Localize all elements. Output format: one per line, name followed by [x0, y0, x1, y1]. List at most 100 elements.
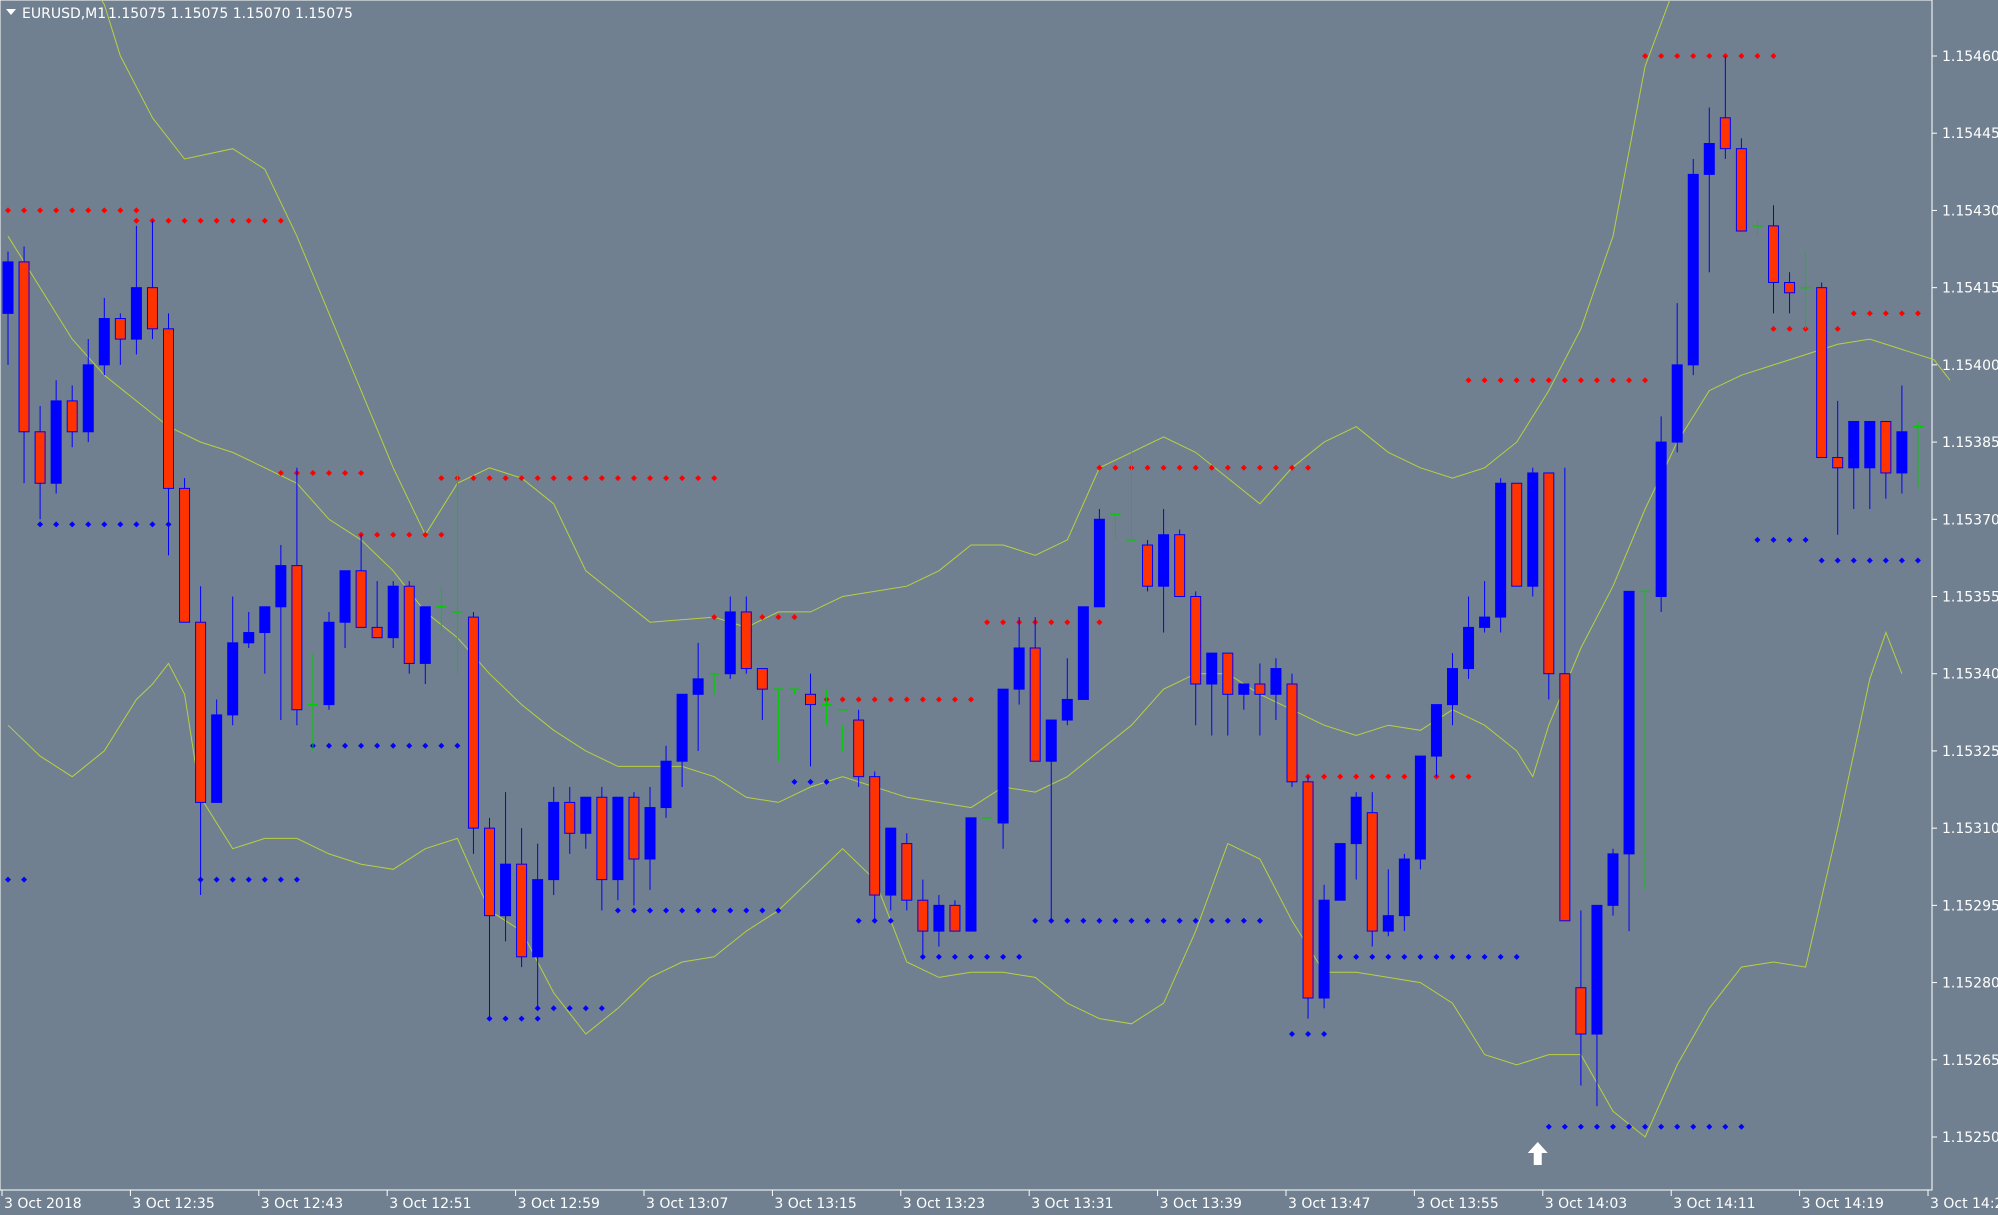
y-tick-label: 1.15460 [1942, 49, 1998, 65]
candle [1286, 673, 1298, 787]
candle-body [1703, 143, 1715, 175]
support-dot [438, 742, 445, 749]
support-dot [1144, 917, 1151, 924]
candle [1479, 581, 1491, 633]
support-dot [293, 876, 300, 883]
support-dot [679, 907, 686, 914]
candle [452, 467, 463, 674]
candle-body [869, 776, 881, 896]
candle-body [2, 261, 14, 314]
candle [1719, 56, 1731, 159]
support-dot [598, 1005, 605, 1012]
resistance-dot [1481, 377, 1488, 384]
support-dot [1722, 1123, 1729, 1130]
candle-body [1816, 287, 1828, 459]
support-dot [1289, 1031, 1295, 1038]
resistance-dot [1385, 773, 1392, 780]
support-dot [149, 521, 156, 528]
resistance-dot [598, 475, 605, 482]
y-tick-label: 1.15430 [1942, 203, 1998, 219]
x-tick-label: 3 Oct 13:55 [1416, 1196, 1498, 1212]
candle [1559, 467, 1571, 922]
resistance-dot [1096, 464, 1103, 471]
candle [1158, 508, 1170, 633]
support-dot [1337, 953, 1344, 960]
support-dot [1433, 953, 1440, 960]
resistance-dot [1529, 377, 1536, 384]
support-dot [951, 953, 958, 960]
resistance-dot [1642, 377, 1649, 384]
resistance-dot [919, 696, 926, 703]
resistance-dot [1144, 464, 1151, 471]
support-dot [1690, 1123, 1697, 1130]
support-dot [1112, 917, 1119, 924]
resistance-dot [1577, 377, 1584, 384]
resistance-dot [1658, 53, 1665, 59]
resistance-dot [534, 475, 541, 482]
candle [1671, 303, 1683, 453]
candle [724, 596, 736, 679]
candle-body [1206, 652, 1218, 685]
resistance-dot [518, 475, 525, 482]
resistance-dot [197, 217, 204, 224]
candle [211, 699, 223, 803]
candle [82, 339, 94, 443]
candle-body [1029, 647, 1041, 762]
candle-body [1350, 796, 1362, 845]
support-dot [550, 1005, 557, 1012]
support-dot [711, 907, 718, 914]
candle-body [1382, 915, 1394, 932]
menu-triangle-icon[interactable] [6, 9, 16, 15]
y-tick-label: 1.15355 [1942, 590, 1998, 606]
candle-body [1430, 704, 1442, 757]
support-dot [887, 917, 894, 924]
resistance-dot [1048, 619, 1055, 626]
candle [1784, 272, 1796, 314]
support-dot [775, 907, 782, 914]
candle [2, 251, 14, 365]
resistance-dot [1674, 53, 1681, 59]
symbol-label: EURUSD,M1 [22, 6, 106, 22]
candle-body [1671, 364, 1683, 443]
support-dot [1497, 953, 1504, 960]
candle-body [18, 261, 30, 433]
candle-body [612, 796, 624, 881]
resistance-dot [1401, 773, 1408, 780]
candle [1061, 658, 1073, 726]
support-dot [1706, 1123, 1713, 1130]
resistance-dot [1754, 53, 1761, 59]
resistance-dot [1626, 377, 1633, 384]
candle-body [1302, 781, 1314, 999]
support-dot [1096, 917, 1103, 924]
support-dot [935, 953, 942, 960]
resistance-dot [1289, 464, 1295, 471]
resistance-dot [695, 475, 702, 482]
candle-body [1286, 683, 1298, 783]
resistance-dot [550, 475, 557, 482]
candle [1254, 663, 1266, 736]
support-dot [566, 1005, 573, 1012]
support-dot [518, 1015, 525, 1022]
candle-body [82, 364, 94, 433]
candle [580, 796, 592, 849]
resistance-dot [213, 217, 220, 224]
support-dot [1176, 917, 1183, 924]
candle [146, 220, 158, 340]
x-tick-label: 3 Oct 13:39 [1160, 1196, 1242, 1212]
support-dot [1850, 557, 1857, 564]
candle-body [1093, 518, 1105, 608]
candle [436, 586, 447, 633]
support-dot [1802, 536, 1809, 543]
resistance-dot [1449, 773, 1456, 780]
candle [1350, 792, 1362, 880]
resistance-dot [133, 217, 140, 224]
support-dot [984, 953, 991, 960]
support-dot [1658, 1123, 1665, 1130]
candle-body [1896, 431, 1908, 474]
resistance-dot [1000, 619, 1007, 626]
candle [1768, 205, 1779, 314]
candle-body [1768, 225, 1779, 283]
support-dot [823, 778, 830, 785]
